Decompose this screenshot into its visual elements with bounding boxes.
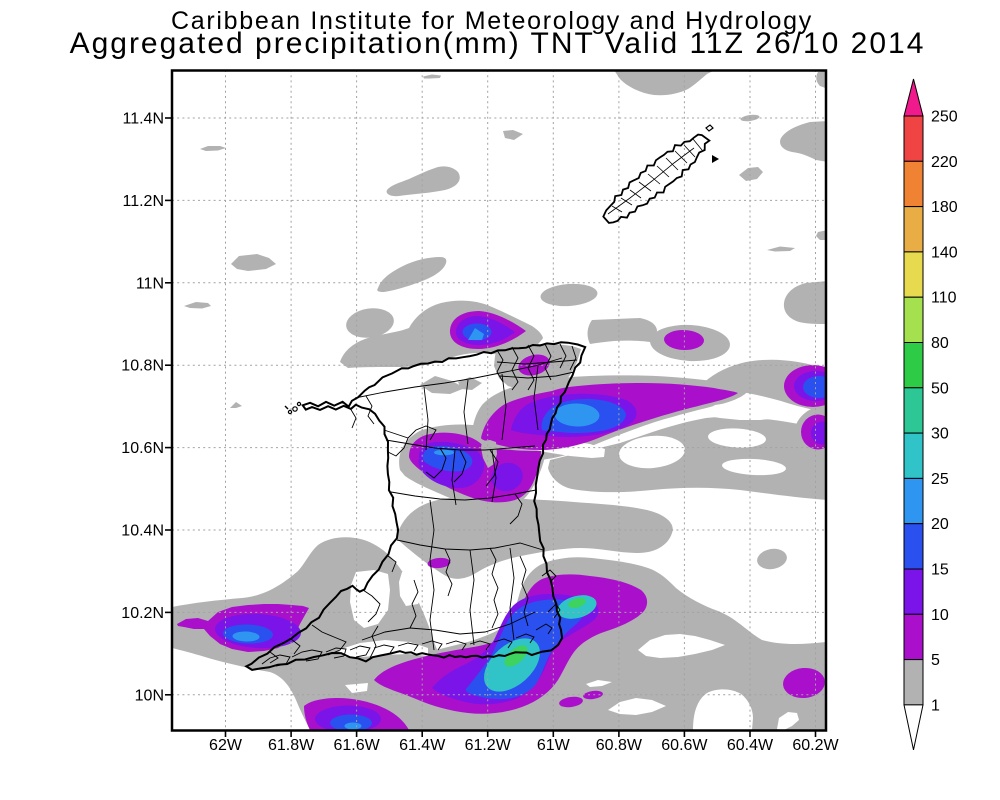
- svg-text:60.6W: 60.6W: [661, 737, 708, 754]
- svg-text:110: 110: [931, 290, 957, 307]
- svg-text:10.6N: 10.6N: [121, 440, 164, 457]
- svg-text:10.8N: 10.8N: [121, 358, 164, 375]
- svg-text:140: 140: [931, 244, 958, 261]
- svg-text:15: 15: [931, 562, 949, 579]
- svg-text:5: 5: [931, 652, 940, 669]
- svg-text:60.4W: 60.4W: [727, 737, 774, 754]
- svg-text:1: 1: [931, 697, 940, 714]
- svg-text:250: 250: [931, 109, 958, 126]
- svg-text:10: 10: [931, 607, 949, 624]
- svg-text:61W: 61W: [537, 737, 571, 754]
- svg-text:61.6W: 61.6W: [333, 737, 380, 754]
- svg-text:61.2W: 61.2W: [465, 737, 512, 754]
- svg-text:11N: 11N: [136, 275, 164, 292]
- svg-text:180: 180: [931, 199, 958, 216]
- svg-text:10N: 10N: [135, 687, 164, 704]
- svg-text:30: 30: [931, 426, 949, 443]
- svg-text:61.4W: 61.4W: [399, 737, 446, 754]
- svg-text:20: 20: [931, 516, 949, 533]
- svg-text:61.8W: 61.8W: [268, 737, 315, 754]
- svg-text:10.2N: 10.2N: [121, 605, 164, 622]
- svg-text:Aggregated precipitation(mm) T: Aggregated precipitation(mm) TNT Valid 1…: [70, 27, 926, 60]
- svg-text:50: 50: [931, 380, 949, 397]
- svg-text:11.2N: 11.2N: [122, 193, 164, 210]
- svg-text:80: 80: [931, 335, 949, 352]
- svg-text:60.8W: 60.8W: [596, 737, 643, 754]
- svg-text:11.4N: 11.4N: [122, 111, 164, 128]
- svg-text:25: 25: [931, 471, 949, 488]
- svg-text:220: 220: [931, 154, 958, 171]
- svg-text:62W: 62W: [209, 737, 243, 754]
- svg-text:Caribbean Institute for Meteor: Caribbean Institute for Meteorology and …: [171, 7, 813, 35]
- svg-text:60.2W: 60.2W: [792, 737, 839, 754]
- svg-text:10.4N: 10.4N: [121, 523, 164, 540]
